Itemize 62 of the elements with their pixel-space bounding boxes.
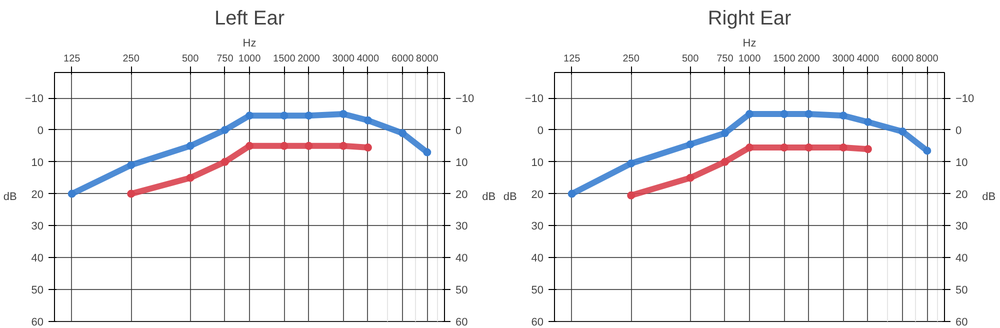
x-tick-label: 500 [682, 54, 700, 64]
x-tick-label: 6000 [391, 54, 414, 64]
x-tick-label: 1500 [773, 54, 796, 64]
y2-tick-label: 30 [956, 220, 968, 233]
x-tick-label: 3000 [832, 54, 855, 64]
y-axis-title: dB [3, 191, 17, 203]
x-tick-label: 750 [716, 54, 734, 64]
x-axis-title: Hz [742, 38, 756, 50]
y2-tick-label: 10 [456, 156, 468, 169]
x-tick-label: 1500 [273, 54, 296, 64]
x-axis-title: Hz [242, 38, 256, 50]
y-tick-label: 10 [531, 156, 544, 169]
y2-tick-label: 40 [956, 252, 968, 265]
y-tick-label: 40 [31, 252, 44, 265]
y2-tick-label: 50 [456, 284, 468, 297]
y-tick-label: 10 [31, 156, 44, 169]
x-tick-label: 2000 [798, 54, 820, 64]
x-tick-label: 2000 [298, 54, 320, 64]
x-tick-label: 1000 [238, 54, 262, 64]
x-tick-label: 750 [216, 54, 234, 64]
x-tick-label: 500 [182, 54, 200, 64]
chart-title: Left Ear [214, 8, 285, 30]
x-tick-label: 250 [122, 54, 140, 64]
y2-tick-label: 50 [956, 284, 968, 297]
y2-tick-label: 0 [456, 124, 462, 137]
x-tick-label: 3000 [332, 54, 355, 64]
y2-tick-label: 10 [956, 156, 968, 169]
x-tick-label: 4000 [356, 54, 380, 64]
x-tick-label: 125 [64, 54, 81, 64]
x-tick-label: 125 [564, 54, 581, 64]
x-tick-label: 4000 [856, 54, 880, 64]
x-tick-label: 8000 [916, 54, 939, 64]
x-tick-label: 250 [622, 54, 640, 64]
y2-tick-label: 20 [956, 188, 968, 201]
y2-axis-title: dB [482, 191, 496, 203]
y2-tick-label: 0 [956, 124, 962, 137]
y-tick-label: 40 [531, 252, 544, 265]
chart-title: Right Ear [708, 8, 792, 30]
y-tick-label: 30 [531, 220, 544, 233]
y2-tick-label: −10 [956, 93, 974, 106]
y2-tick-label: −10 [456, 93, 474, 106]
y2-tick-label: 30 [456, 220, 468, 233]
y-tick-label: 20 [31, 188, 44, 201]
x-tick-label: 8000 [416, 54, 439, 64]
y2-axis-title: dB [982, 191, 996, 203]
y-tick-label: 30 [31, 220, 44, 233]
y-tick-label: 60 [31, 316, 44, 328]
x-tick-label: 6000 [891, 54, 914, 64]
y2-tick-label: 60 [956, 316, 968, 328]
y2-tick-label: 60 [456, 316, 468, 328]
y2-tick-label: 40 [456, 252, 468, 265]
y-tick-label: −10 [524, 93, 544, 106]
y-tick-label: 20 [531, 188, 544, 201]
y-tick-label: 0 [537, 124, 544, 137]
y-tick-label: 60 [531, 316, 544, 328]
y-axis-title: dB [503, 191, 517, 203]
y-tick-label: 0 [37, 124, 44, 137]
x-tick-label: 1000 [738, 54, 762, 64]
y-tick-label: 50 [531, 284, 544, 297]
y-tick-label: 50 [31, 284, 44, 297]
y-tick-label: −10 [24, 93, 44, 106]
y2-tick-label: 20 [456, 188, 468, 201]
